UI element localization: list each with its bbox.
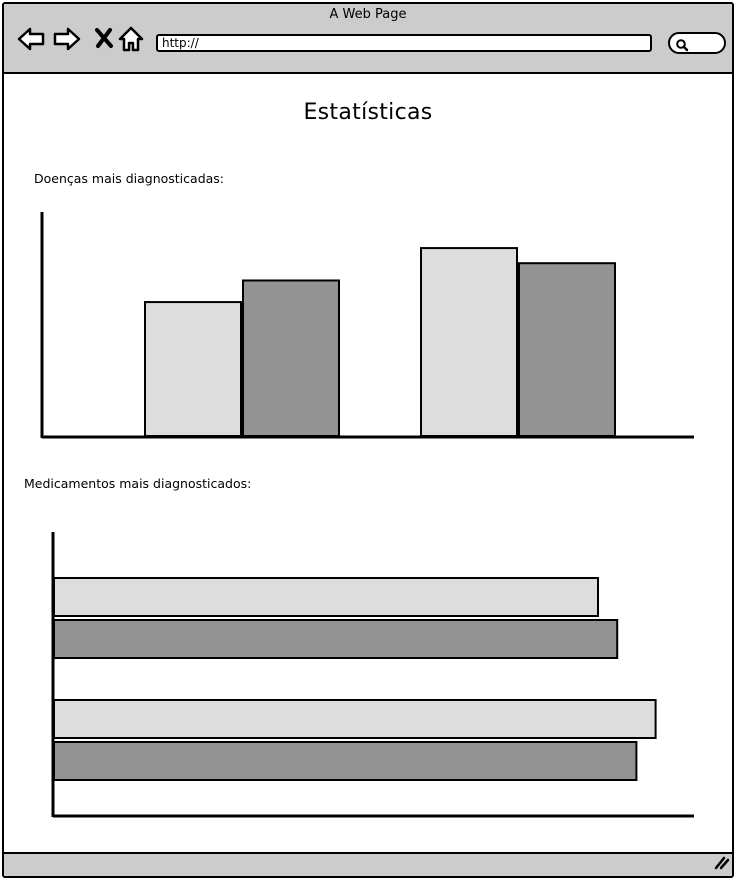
close-x-icon[interactable]	[90, 24, 120, 54]
bar-dark-group-2	[518, 262, 616, 438]
home-icon[interactable]	[116, 24, 146, 54]
bar-light-group-1	[53, 577, 599, 617]
medicines-chart-label: Medicamentos mais diagnosticados:	[24, 476, 252, 491]
forward-arrow-icon[interactable]	[52, 24, 82, 54]
bar-light-group-2	[53, 699, 657, 739]
bar-dark-group-1	[53, 619, 619, 659]
diseases-bar-chart	[40, 212, 694, 439]
url-input[interactable]: http://	[156, 34, 652, 52]
charts-canvas	[40, 212, 694, 818]
search-field[interactable]	[668, 32, 726, 54]
back-arrow-icon[interactable]	[16, 24, 46, 54]
page-title: Estatísticas	[303, 100, 433, 125]
bar-light-group-1	[144, 301, 242, 437]
bar-dark-group-1	[242, 279, 340, 438]
window-title: A Web Page	[329, 7, 407, 22]
resize-handle-icon[interactable]	[712, 854, 730, 874]
search-icon[interactable]	[675, 37, 689, 56]
bar-dark-group-2	[53, 741, 638, 781]
browser-toolbar: A Web Page http://	[4, 4, 732, 74]
bar-light-group-2	[420, 247, 518, 437]
status-bar	[4, 852, 732, 876]
medicines-bar-chart	[51, 532, 694, 818]
diseases-chart-label: Doenças mais diagnosticadas:	[34, 171, 225, 186]
